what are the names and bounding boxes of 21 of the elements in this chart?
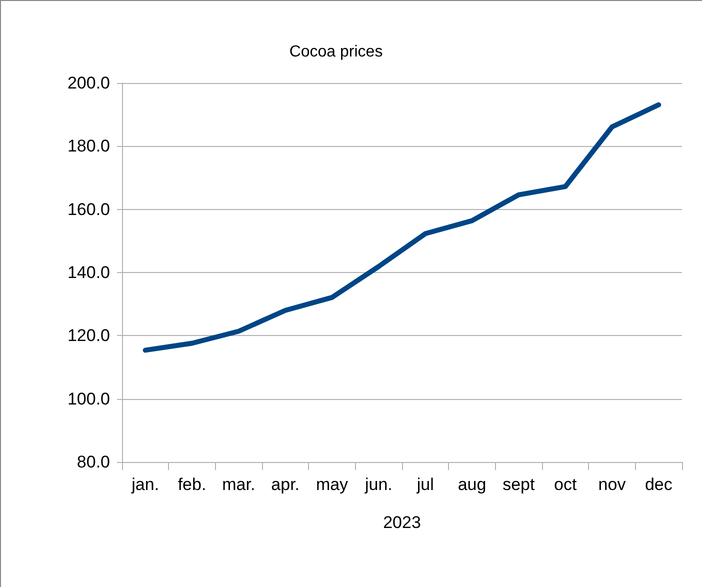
x-tick-label: jun.	[364, 475, 392, 494]
chart-title: Cocoa prices	[289, 44, 383, 60]
x-tick-label: dec	[644, 475, 673, 494]
x-tick-label: nov	[598, 475, 626, 494]
x-axis-title: 2023	[383, 513, 421, 532]
y-tick-label: 80.0	[76, 452, 110, 472]
x-tick-label: jan.	[130, 475, 160, 494]
x-tick-label: jul	[416, 475, 434, 494]
x-tick-label: feb.	[178, 475, 206, 494]
x-tick-label: apr.	[271, 475, 300, 494]
x-tick-label: aug	[458, 475, 486, 494]
x-tick-label: mar.	[222, 475, 256, 494]
y-tick-label: 160.0	[67, 200, 110, 219]
y-tick-label: 140.0	[67, 263, 110, 282]
x-tick-label: oct	[554, 475, 577, 494]
y-tick-label: 180.0	[67, 136, 110, 156]
x-tick-label: sept	[502, 475, 536, 494]
y-tick-label: 120.0	[67, 326, 110, 346]
y-tick-label: 100.0	[67, 389, 110, 408]
y-tick-label: 200.0	[67, 74, 110, 92]
x-tick-label: may	[316, 475, 349, 494]
